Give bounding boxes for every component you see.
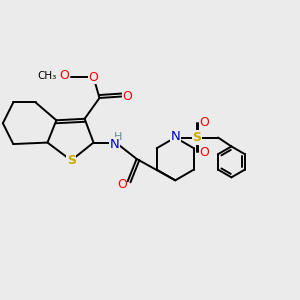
Text: O: O [88,71,98,84]
Text: N: N [110,138,119,151]
Text: S: S [192,131,201,144]
Text: CH₃: CH₃ [37,71,56,81]
Text: O: O [117,178,127,191]
Text: S: S [67,154,76,167]
Text: O: O [59,69,69,82]
Text: O: O [199,146,209,159]
Text: H: H [114,132,122,142]
Text: N: N [170,130,180,142]
Text: O: O [199,116,209,129]
Text: O: O [122,90,132,103]
